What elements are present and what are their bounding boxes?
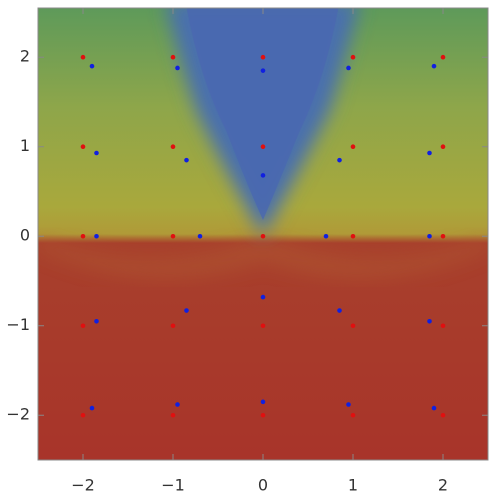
x-tick-label: −1 — [161, 476, 185, 495]
y-tick-label: 2 — [20, 47, 30, 66]
point — [440, 54, 446, 60]
point — [89, 405, 95, 411]
y-tick-label: −1 — [6, 315, 30, 334]
point — [184, 157, 189, 163]
point — [431, 63, 437, 69]
point — [260, 173, 266, 178]
point — [170, 54, 176, 60]
point — [94, 233, 99, 239]
point — [350, 144, 356, 150]
point — [89, 63, 95, 69]
point — [80, 144, 86, 150]
point — [260, 144, 266, 150]
point — [350, 323, 356, 329]
point — [80, 412, 86, 418]
point — [427, 150, 432, 156]
point — [260, 233, 266, 239]
point — [170, 412, 176, 418]
y-tick-label: 0 — [20, 226, 30, 245]
point — [346, 65, 351, 71]
point — [80, 233, 86, 239]
point — [197, 233, 203, 239]
point — [80, 54, 86, 60]
point — [175, 65, 180, 71]
x-tick-label: 1 — [348, 476, 358, 495]
point — [440, 233, 446, 239]
transition-band — [38, 236, 488, 279]
point — [337, 157, 342, 163]
x-tick-label: −2 — [71, 476, 95, 495]
point — [350, 233, 356, 239]
point — [175, 402, 180, 407]
point — [427, 318, 432, 324]
point — [260, 68, 266, 73]
point — [170, 233, 176, 239]
point — [260, 323, 266, 329]
point — [350, 54, 356, 60]
y-tick-label: 1 — [20, 136, 30, 155]
point — [350, 412, 356, 418]
point — [323, 233, 329, 239]
field — [38, 8, 488, 460]
point — [170, 144, 176, 150]
point — [80, 323, 86, 329]
point — [427, 233, 432, 239]
point — [440, 144, 446, 150]
point — [184, 308, 189, 313]
point — [260, 54, 266, 60]
x-tick-label: 2 — [438, 476, 448, 495]
point — [337, 308, 342, 313]
point — [170, 323, 176, 329]
y-tick-label: −2 — [6, 405, 30, 424]
point — [440, 412, 446, 418]
point — [94, 318, 99, 324]
x-tick-label: 0 — [258, 476, 268, 495]
point — [260, 399, 266, 405]
point — [346, 402, 351, 407]
point — [260, 294, 266, 300]
point — [431, 405, 437, 411]
blue-core — [186, 8, 339, 220]
point — [260, 412, 266, 418]
point — [94, 150, 99, 156]
point — [440, 323, 446, 329]
